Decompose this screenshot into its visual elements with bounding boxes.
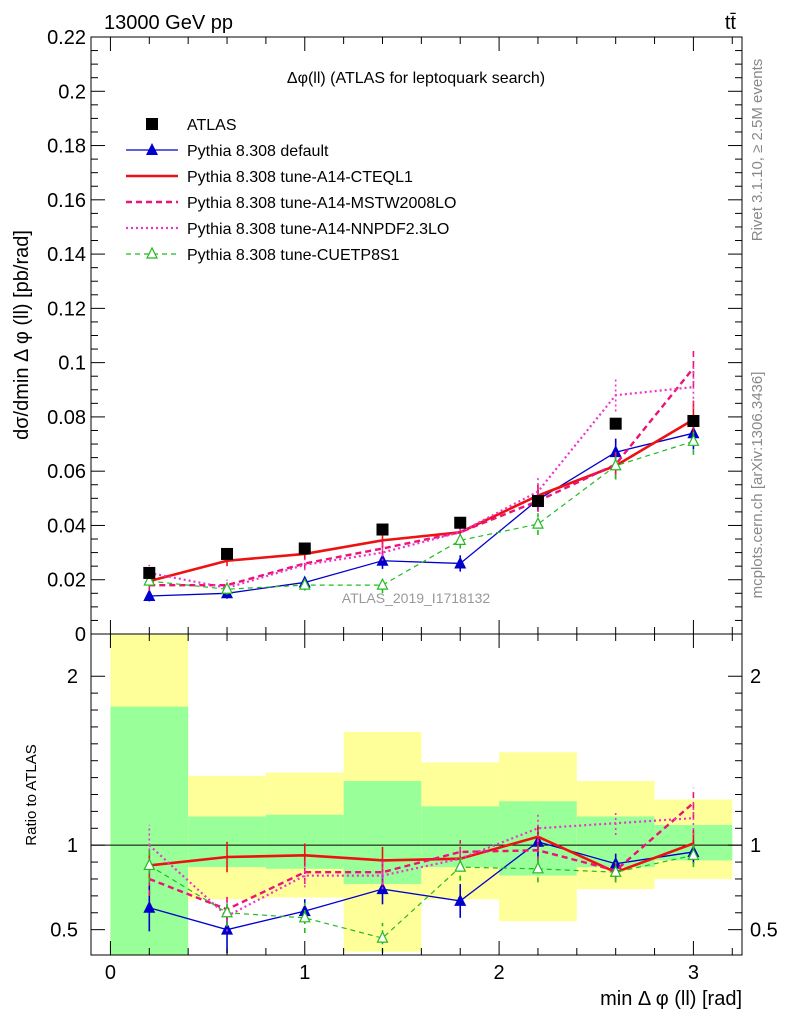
ratio-y-axis: 0.5 0.5 1 1 2 2: [50, 666, 778, 941]
legend-label: Pythia 8.308 tune-A14-NNPDF2.3LO: [187, 221, 449, 238]
ratio-series-3-line: [148, 802, 695, 911]
legend-swatch-marker: [146, 118, 158, 130]
ratio-series-1-point: [143, 900, 156, 913]
main-plot-marks: [143, 349, 700, 602]
energy-label: 13000 GeV pp: [104, 12, 233, 34]
main-series-1-point: [609, 445, 622, 458]
main-series-5-point: [376, 577, 389, 590]
ratio-x-axis: 0 1 2 3: [105, 634, 733, 984]
main-series-data-point: [376, 523, 389, 536]
legend-swatch-marker: [146, 143, 158, 155]
mcplots-label: mcplots.cern.ch [arXiv:1306.3436]: [749, 372, 766, 599]
rivet-label: Rivet 3.1.10, ≥ 2.5M events: [749, 59, 766, 242]
main-series-data-point: [454, 516, 467, 529]
ratio-series-1-point: [454, 893, 467, 906]
ratio-series-1-line: [149, 841, 694, 931]
main-series-1-point: [143, 589, 156, 602]
legend-label: Pythia 8.308 tune-CUETP8S1: [187, 247, 400, 264]
ratio-y-tick-label: 2: [67, 666, 78, 688]
main-series-5-point: [609, 458, 622, 471]
main-series-5-point: [143, 573, 156, 586]
main-series-5-point: [687, 433, 700, 446]
ratio-y-tick-label-right: 0.5: [750, 920, 778, 942]
main-x-ticks: [109, 37, 733, 634]
ratio-series-5-point: [143, 858, 156, 871]
main-series-data-point: [298, 542, 311, 555]
ratio-y-tick-label-right: 2: [750, 666, 761, 688]
main-y-tick-label: 0.02: [47, 570, 86, 592]
main-series-5-point: [531, 516, 544, 529]
main-series-4-line: [149, 385, 694, 589]
ratio-series-5-point: [298, 910, 311, 923]
main-series-5-line: [149, 440, 694, 590]
ratio-y-axis-label: Ratio to ATLAS: [23, 744, 40, 845]
legend-label: Pythia 8.308 default: [187, 143, 329, 160]
ratio-y-tick-label: 1: [67, 835, 78, 857]
ratio-series-5-point: [609, 864, 622, 877]
ratio-series-5-point: [531, 861, 544, 874]
process-label: tt̄: [725, 12, 737, 34]
main-y-tick-label: 0.18: [47, 136, 86, 158]
main-series-data-point: [143, 566, 156, 579]
ratio-y-tick-label: 0.5: [50, 920, 78, 942]
ratio-x-tick-label: 1: [299, 962, 310, 984]
main-y-axis-label: dσ/dmin Δ φ (ll) [pb/rad]: [11, 230, 33, 440]
main-y-tick-label: 0.1: [58, 353, 86, 375]
main-y-tick-label: 0.14: [47, 244, 86, 266]
main-series-data-point: [531, 495, 544, 508]
ratio-plot-marks: [91, 787, 742, 954]
ratio-series-5-point: [454, 859, 467, 872]
main-y-tick-label: 0.16: [47, 190, 86, 212]
main-series-1-point: [454, 556, 467, 569]
main-y-tick-label: 0.04: [47, 515, 86, 537]
main-series-5-point: [298, 577, 311, 590]
legend-entry: Pythia 8.308 default: [126, 143, 329, 160]
main-series-5-point: [454, 533, 467, 545]
main-y-tick-label: 0.12: [47, 298, 86, 320]
ratio-plot-panel: 0.5 0.5 1 1 2 2 0 1 2 3 Ratio to ATLAS min Δ φ (…: [23, 633, 778, 1010]
ratio-x-tick-label: 0: [105, 962, 116, 984]
main-y-tick-label: 0.06: [47, 461, 86, 483]
ratio-series-1-point: [221, 922, 234, 935]
ratio-uncertainty-bands: [110, 634, 733, 955]
main-series-data-point: [687, 414, 700, 427]
main-y-axis: 0 0.02 0.04 0.06 0.08 0.1 0.12 0.14 0.16 0.18 0.2 0…: [47, 27, 742, 646]
ratio-series-4-line: [148, 817, 694, 918]
main-series-data-point: [221, 547, 234, 560]
main-y-tick-label: 0.2: [58, 81, 86, 103]
main-series-1-line: [149, 432, 694, 597]
legend-entry: Pythia 8.308 tune-A14-NNPDF2.3LO: [126, 221, 449, 238]
legend-label: ATLAS: [187, 117, 237, 134]
legend: ATLAS Pythia 8.308 default Pythia 8.308 tu…: [126, 117, 456, 264]
main-y-tick-label: 0: [75, 624, 86, 646]
ratio-y-tick-label-right: 1: [750, 835, 761, 857]
main-y-tick-label: 0.08: [47, 407, 86, 429]
ratio-x-tick-label: 3: [688, 962, 699, 984]
legend-swatch-marker: [146, 246, 158, 259]
legend-label: Pythia 8.308 tune-A14-MSTW2008LO: [187, 195, 456, 212]
legend-label: Pythia 8.308 tune-A14-CTEQL1: [187, 169, 413, 186]
analysis-watermark: ATLAS_2019_I1718132: [342, 590, 491, 606]
ratio-series-5-line: [148, 854, 694, 939]
main-series-5-point: [221, 581, 234, 594]
main-series-3-line: [149, 367, 695, 587]
ratio-series-5-point: [687, 847, 700, 860]
legend-entry: Pythia 8.308 tune-A14-CTEQL1: [126, 169, 413, 186]
main-plot-panel: 0 0.02 0.04 0.06 0.08 0.1 0.12 0.14 0.16 0.18 0.2 0…: [11, 27, 743, 646]
legend-entry: Pythia 8.308 tune-A14-MSTW2008LO: [126, 195, 456, 212]
main-y-tick-label: 0.22: [47, 27, 86, 49]
legend-entry: Pythia 8.308 tune-CUETP8S1: [126, 246, 400, 264]
main-plot-title: Δφ(ll) (ATLAS for leptoquark search): [287, 70, 545, 87]
ratio-series-5-point: [376, 930, 389, 943]
legend-entry: ATLAS: [146, 117, 237, 134]
ratio-x-tick-label: 2: [494, 962, 505, 984]
main-series-data-point: [609, 417, 622, 430]
x-axis-label: min Δ φ (ll) [rad]: [600, 988, 742, 1010]
ratio-series-5-point: [221, 905, 234, 918]
